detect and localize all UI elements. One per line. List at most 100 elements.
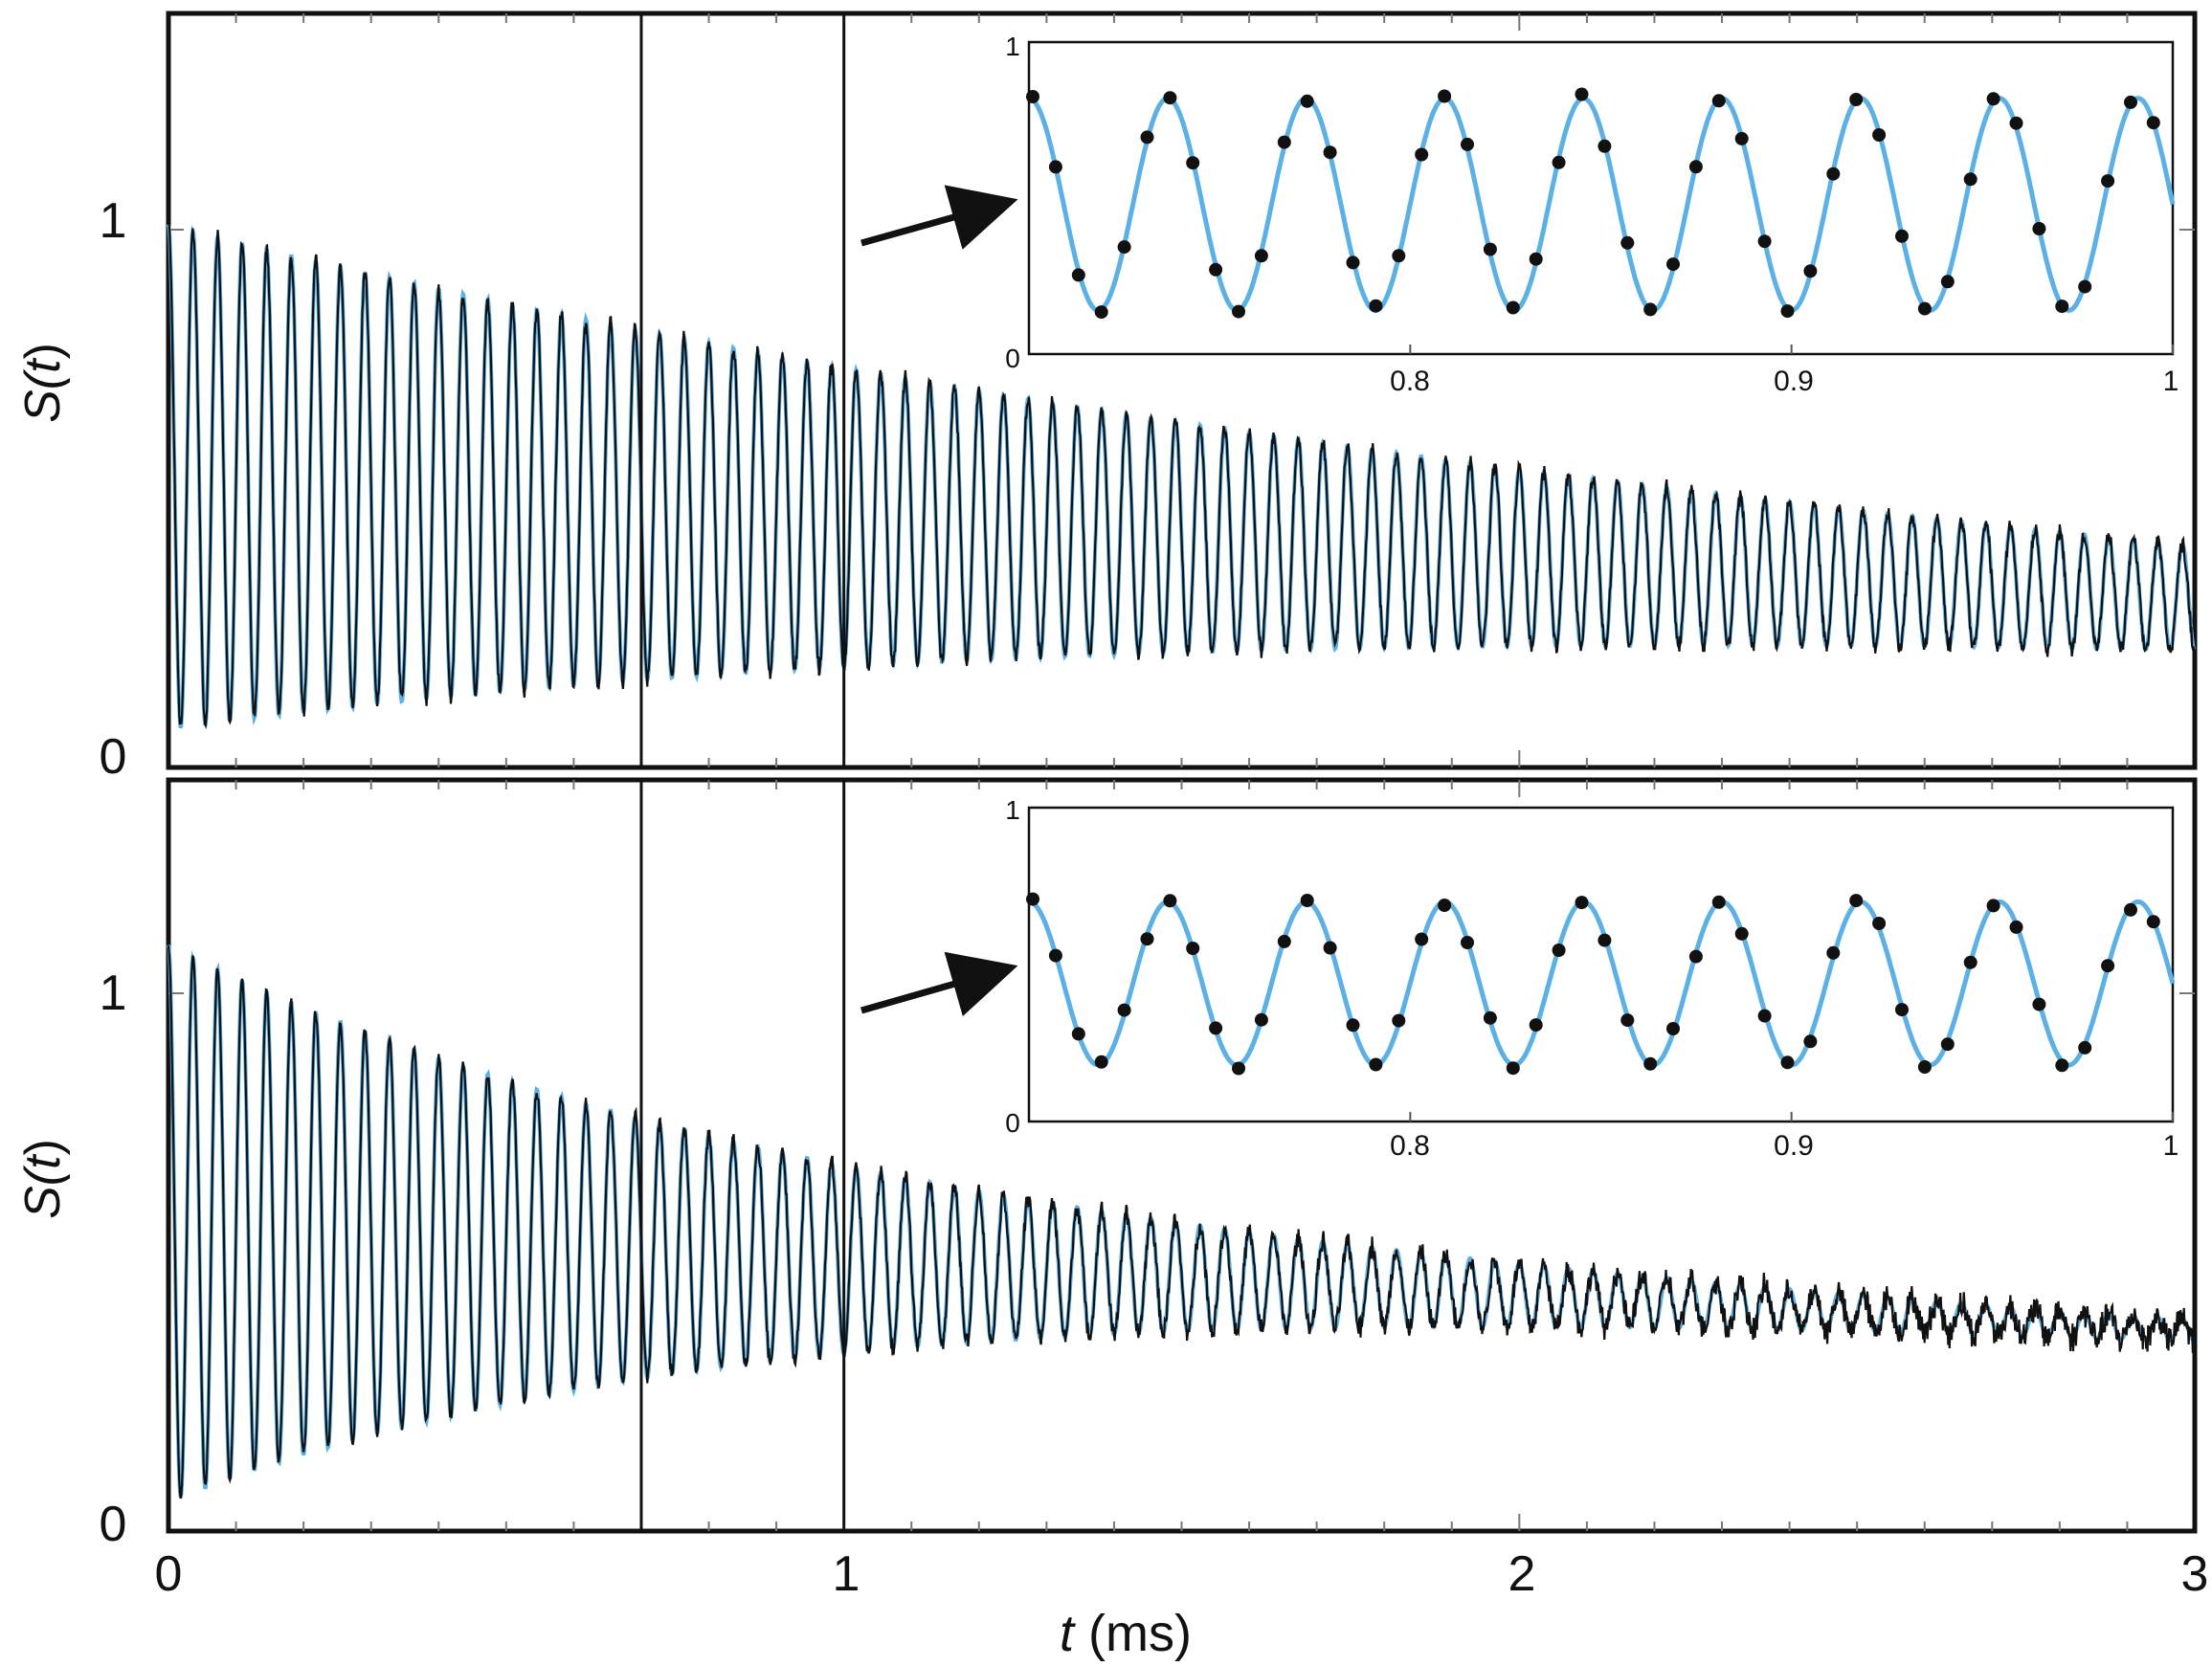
inset-bottom-point-30 bbox=[1711, 895, 1726, 909]
inset-top-point-42 bbox=[1986, 92, 2000, 106]
inset-bottom-point-25 bbox=[1598, 933, 1612, 947]
inset-top-point-39 bbox=[1917, 301, 1932, 316]
inset-top-point-24 bbox=[1575, 87, 1589, 101]
inset-top-point-3 bbox=[1094, 305, 1108, 320]
inset-top-ytick-0: 0 bbox=[1005, 344, 1020, 373]
panel-bottom bbox=[166, 777, 2198, 1534]
inset-arrow-top bbox=[860, 185, 1018, 250]
inset-bottom-point-40 bbox=[1940, 1037, 1955, 1052]
inset-bottom-point-17 bbox=[1415, 932, 1429, 946]
inset-bottom-point-48 bbox=[2124, 902, 2137, 917]
inset-top-point-16 bbox=[1392, 249, 1406, 263]
inset-top-point-18 bbox=[1438, 89, 1452, 103]
inset-top-point-5 bbox=[1140, 130, 1154, 144]
inset-bottom-point-42 bbox=[1986, 899, 2000, 913]
inset-bottom-point-2 bbox=[1071, 1027, 1085, 1041]
inset-bottom-point-6 bbox=[1163, 894, 1177, 908]
inset-bottom-point-26 bbox=[1620, 1013, 1635, 1028]
inset-top-point-36 bbox=[1849, 93, 1864, 106]
inset-bottom-point-1 bbox=[1048, 948, 1062, 963]
inset-bottom-point-0 bbox=[1026, 892, 1039, 906]
inset-bottom-point-34 bbox=[1803, 1034, 1818, 1049]
inset-bottom-xtick-0: 0.8 bbox=[1390, 1130, 1430, 1162]
inset-top-point-2 bbox=[1071, 268, 1085, 282]
inset-top-point-35 bbox=[1826, 167, 1841, 181]
inset-top-point-40 bbox=[1940, 275, 1955, 289]
inset-bottom-ytick-1: 1 bbox=[1005, 795, 1020, 825]
inset-top-point-44 bbox=[2032, 222, 2046, 235]
inset-top-point-21 bbox=[1506, 300, 1520, 315]
xtick-label-0: 0 bbox=[155, 1546, 183, 1602]
x-axis-label: t (ms) bbox=[1060, 1605, 1192, 1662]
inset-bottom-point-29 bbox=[1688, 949, 1703, 964]
inset-top-point-43 bbox=[2009, 116, 2023, 130]
inset-bottom-point-22 bbox=[1529, 1018, 1543, 1033]
inset-top-point-31 bbox=[1734, 131, 1749, 145]
inset-top-xtick-0: 0.8 bbox=[1390, 366, 1430, 397]
xtick-label-3: 3 bbox=[2181, 1546, 2209, 1602]
inset-bottom-frame bbox=[1027, 806, 2175, 1123]
inset-bottom-point-37 bbox=[1872, 917, 1887, 930]
inset-top-ytick-1: 1 bbox=[1005, 32, 1020, 61]
inset-top-point-9 bbox=[1232, 304, 1245, 319]
series-measured-top bbox=[168, 222, 2197, 730]
inset-bottom-point-27 bbox=[1643, 1056, 1658, 1071]
inset-bottom-point-36 bbox=[1849, 894, 1864, 908]
xtick-label-1: 1 bbox=[833, 1546, 860, 1602]
inset-bottom-point-31 bbox=[1734, 926, 1749, 941]
inset-bottom-point-12 bbox=[1300, 894, 1314, 907]
inset-top-point-1 bbox=[1048, 160, 1062, 174]
inset-top bbox=[1026, 40, 2176, 356]
inset-bottom bbox=[1026, 806, 2176, 1123]
inset-top-frame bbox=[1027, 40, 2175, 356]
inset-top-point-33 bbox=[1780, 304, 1795, 319]
series-measured-bottom bbox=[167, 945, 2197, 1499]
inset-bottom-point-15 bbox=[1369, 1057, 1383, 1072]
inset-top-point-26 bbox=[1620, 235, 1635, 250]
inset-bottom-point-5 bbox=[1140, 932, 1154, 946]
inset-bottom-point-23 bbox=[1552, 944, 1566, 957]
inset-top-point-32 bbox=[1757, 234, 1772, 249]
inset-bottom-point-45 bbox=[2055, 1058, 2069, 1073]
inset-top-point-23 bbox=[1552, 155, 1566, 169]
inset-bottom-point-11 bbox=[1277, 934, 1291, 948]
inset-top-point-22 bbox=[1529, 252, 1543, 266]
inset-top-point-19 bbox=[1461, 137, 1474, 151]
inset-bottom-point-21 bbox=[1506, 1061, 1520, 1076]
inset-bottom-point-49 bbox=[2146, 915, 2160, 929]
inset-bottom-point-19 bbox=[1461, 936, 1474, 949]
inset-top-point-46 bbox=[2078, 279, 2092, 294]
inset-bottom-point-3 bbox=[1094, 1055, 1108, 1069]
inset-top-point-15 bbox=[1369, 299, 1383, 313]
inset-top-point-48 bbox=[2124, 95, 2137, 109]
inset-top-point-20 bbox=[1483, 242, 1497, 256]
panel-top bbox=[166, 11, 2198, 770]
inset-top-point-45 bbox=[2055, 300, 2069, 314]
inset-top-point-7 bbox=[1186, 156, 1200, 170]
inset-top-point-0 bbox=[1026, 90, 1039, 103]
inset-top-point-38 bbox=[1895, 229, 1909, 243]
inset-bottom-xtick-2: 1 bbox=[2163, 1130, 2179, 1162]
ytick-label-top-1: 1 bbox=[100, 193, 127, 249]
inset-bottom-point-16 bbox=[1392, 1013, 1406, 1028]
inset-bottom-point-9 bbox=[1232, 1061, 1245, 1076]
inset-bottom-ytick-0: 0 bbox=[1005, 1108, 1020, 1138]
ytick-label-top-0: 0 bbox=[100, 729, 127, 785]
ytick-label-bottom-1: 1 bbox=[100, 966, 127, 1021]
inset-bottom-point-33 bbox=[1780, 1055, 1795, 1070]
inset-top-point-47 bbox=[2101, 174, 2115, 189]
inset-top-xtick-1: 0.9 bbox=[1774, 366, 1814, 397]
inset-bottom-point-18 bbox=[1438, 899, 1452, 912]
ytick-label-bottom-0: 0 bbox=[100, 1497, 127, 1552]
inset-top-point-28 bbox=[1666, 257, 1680, 272]
inset-bottom-point-32 bbox=[1757, 1009, 1772, 1023]
inset-top-point-10 bbox=[1254, 249, 1268, 263]
inset-bottom-point-38 bbox=[1895, 1003, 1909, 1017]
inset-bottom-point-44 bbox=[2032, 997, 2046, 1011]
inset-top-point-11 bbox=[1277, 135, 1291, 149]
inset-top-point-14 bbox=[1346, 255, 1360, 270]
inset-arrow-bottom bbox=[860, 951, 1018, 1017]
inset-top-point-30 bbox=[1711, 94, 1726, 108]
inset-bottom-point-35 bbox=[1826, 945, 1841, 960]
